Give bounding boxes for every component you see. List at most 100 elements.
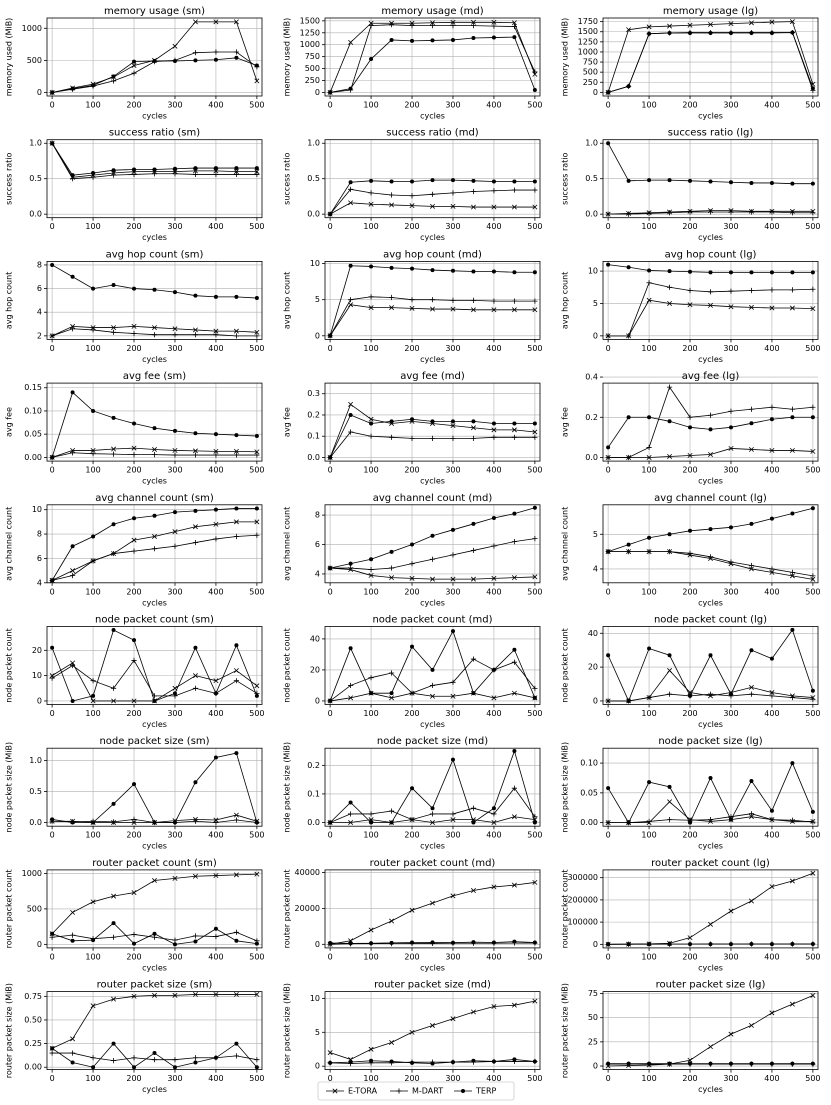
x-tick-label: 100 [641,466,656,475]
marker [369,1058,374,1063]
marker [91,820,96,825]
marker [789,406,796,412]
marker [450,940,455,945]
marker [430,178,435,183]
marker [192,171,199,178]
marker [626,178,631,183]
marker [728,1061,733,1066]
x-tick-label: 300 [167,831,182,840]
x-tick-label: 500 [805,344,820,353]
marker [192,452,199,458]
chart-title: router packet size (lg) [656,980,766,991]
x-axis-label: cycles [420,598,445,607]
x-axis-label: cycles [142,842,167,851]
marker [172,171,178,177]
marker [388,670,395,676]
marker [470,576,476,582]
subplot: 0 100 200 300 400 500 0 500 1000 memory usage (sm… [5,6,265,121]
marker [213,432,218,437]
plot-frame [324,260,541,340]
plot-frame [46,991,263,1070]
marker [254,820,259,825]
marker [491,204,497,210]
x-tick-label: 400 [486,1074,501,1083]
x-tick-label: 100 [363,709,378,718]
x-tick-label: 400 [486,831,501,840]
marker [151,1057,158,1063]
marker [192,991,198,997]
marker [132,59,137,64]
marker [748,811,755,817]
marker [50,645,55,650]
subplot: 0 100 200 300 400 500 0.0 0.1 0.2 node packet siz… [283,736,543,851]
marker [532,820,537,825]
x-tick-label: 0 [50,1074,55,1083]
plot-frame [46,504,263,584]
marker [193,780,198,785]
marker [708,427,713,432]
series-line [329,202,535,215]
marker [450,19,456,25]
y-tick-label: 200000 [567,895,598,904]
marker [213,691,218,696]
marker [491,695,497,701]
y-axis-label: avg channel count [561,507,570,581]
y-tick-label: 0.10 [24,406,42,415]
marker [254,434,259,439]
marker [532,204,538,210]
marker [491,298,497,304]
y-tick-label: 0.75 [24,992,42,1001]
marker [90,558,96,564]
marker [213,171,219,178]
marker [193,1060,198,1065]
marker [430,203,435,209]
marker [328,566,333,571]
marker [687,1057,693,1063]
x-tick-label: 500 [805,952,820,961]
y-tick-label: 0.10 [580,759,598,768]
marker [430,820,435,825]
marker [491,427,497,433]
marker [491,23,497,29]
marker [69,450,76,456]
subplot: 0 100 200 300 400 500 0.0 0.5 1.0 success ratio (… [561,128,821,243]
marker [234,938,239,943]
y-tick-label: 0.2 [307,761,320,770]
marker [131,537,137,543]
marker [491,35,496,40]
marker [233,812,239,818]
marker [151,332,158,338]
marker [410,179,415,184]
marker [254,449,260,455]
marker [152,992,157,998]
marker [647,31,652,36]
marker [369,421,374,426]
marker [430,419,435,424]
marker [131,657,137,664]
y-tick-label: 500 [305,64,320,73]
marker [707,691,714,697]
marker [131,820,137,825]
x-tick-label: 0 [50,831,55,840]
y-tick-label: 1250 [578,37,598,46]
marker [687,22,693,28]
chart-title: avg hop count (md) [383,249,482,260]
x-tick-label: 100 [641,587,656,596]
y-tick-label: 1000 [578,47,598,56]
marker [234,506,239,511]
marker [233,533,240,540]
subplot: 0 100 200 300 400 500 0.0 0.5 1.0 success ratio (… [5,128,265,243]
marker [810,696,816,702]
marker [430,900,435,906]
marker [769,690,775,695]
x-tick-label: 500 [249,101,264,110]
marker [491,269,496,274]
marker [667,178,672,183]
x-tick-label: 0 [50,952,55,961]
marker [132,638,137,643]
y-tick-label: 40 [588,629,598,638]
plot-frame [324,504,541,584]
x-tick-label: 500 [527,466,542,475]
x-tick-label: 300 [167,466,182,475]
x-tick-label: 100 [363,952,378,961]
